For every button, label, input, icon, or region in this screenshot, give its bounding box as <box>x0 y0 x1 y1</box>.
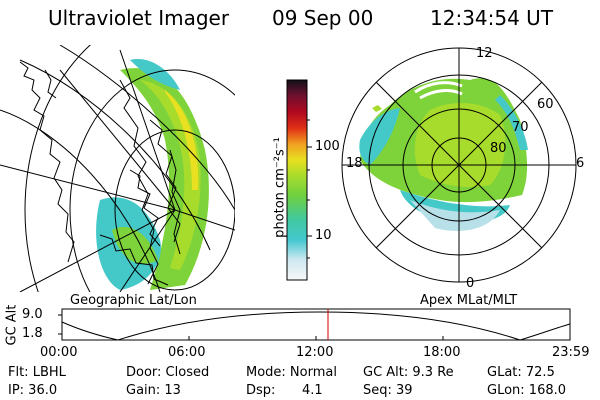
left-panel-caption: Geographic Lat/Lon <box>70 293 197 308</box>
orbit-xtick-0000: 00:00 <box>40 345 78 360</box>
orbit-ytick-min: 1.8 <box>22 326 43 341</box>
date-label: 09 Sep 00 <box>272 6 374 30</box>
instrument-title: Ultraviolet Imager <box>48 6 230 30</box>
dsp-label: Dsp: <box>246 383 276 398</box>
filter-status: Flt: LBHL <box>8 365 66 380</box>
geographic-map <box>0 45 235 292</box>
orbit-xtick-1200: 12:00 <box>296 345 334 360</box>
orbit-ytick-max: 9.0 <box>22 307 43 322</box>
right-panel-caption: Apex MLat/MLT <box>420 293 518 308</box>
orbit-xtick-2359: 23:59 <box>552 345 590 360</box>
gc-alt-status: GC Alt: 9.3 Re <box>363 365 454 380</box>
mlt-label-6: 6 <box>576 156 585 171</box>
gain-status: Gain: 13 <box>126 383 181 398</box>
orbit-ylabel: GC Alt <box>4 304 20 346</box>
dsp-value: 4.1 <box>302 383 323 398</box>
time-label: 12:34:54 UT <box>430 6 554 30</box>
glon-status: GLon: 168.0 <box>487 383 567 398</box>
mlat-label-80: 80 <box>490 141 507 156</box>
polar-grid <box>342 48 576 282</box>
mode-status: Mode: Normal <box>246 365 337 380</box>
mlt-label-18: 18 <box>346 156 363 171</box>
ip-status: IP: 36.0 <box>8 383 58 398</box>
mlat-label-70: 70 <box>512 120 529 135</box>
door-status: Door: Closed <box>126 365 210 380</box>
colorbar-tick-10: 10 <box>315 228 332 243</box>
glat-status: GLat: 72.5 <box>487 365 555 380</box>
colorbar-tick-100: 100 <box>315 139 340 154</box>
coastlines <box>19 61 181 286</box>
colorbar <box>286 79 308 281</box>
orbit-altitude-plot <box>58 308 571 341</box>
colorbar-unit-label: photon cm⁻²s⁻¹ <box>272 137 288 238</box>
orbit-xtick-0600: 06:00 <box>168 345 206 360</box>
aurora-emission-left <box>96 59 209 290</box>
colorbar-ticks <box>307 119 312 259</box>
orbit-xtick-1800: 18:00 <box>423 345 461 360</box>
mlat-label-60: 60 <box>537 97 554 112</box>
seq-status: Seq: 39 <box>363 383 413 398</box>
mlt-label-12: 12 <box>476 46 493 61</box>
mlt-label-0: 0 <box>466 276 475 291</box>
polar-plot <box>341 47 577 283</box>
